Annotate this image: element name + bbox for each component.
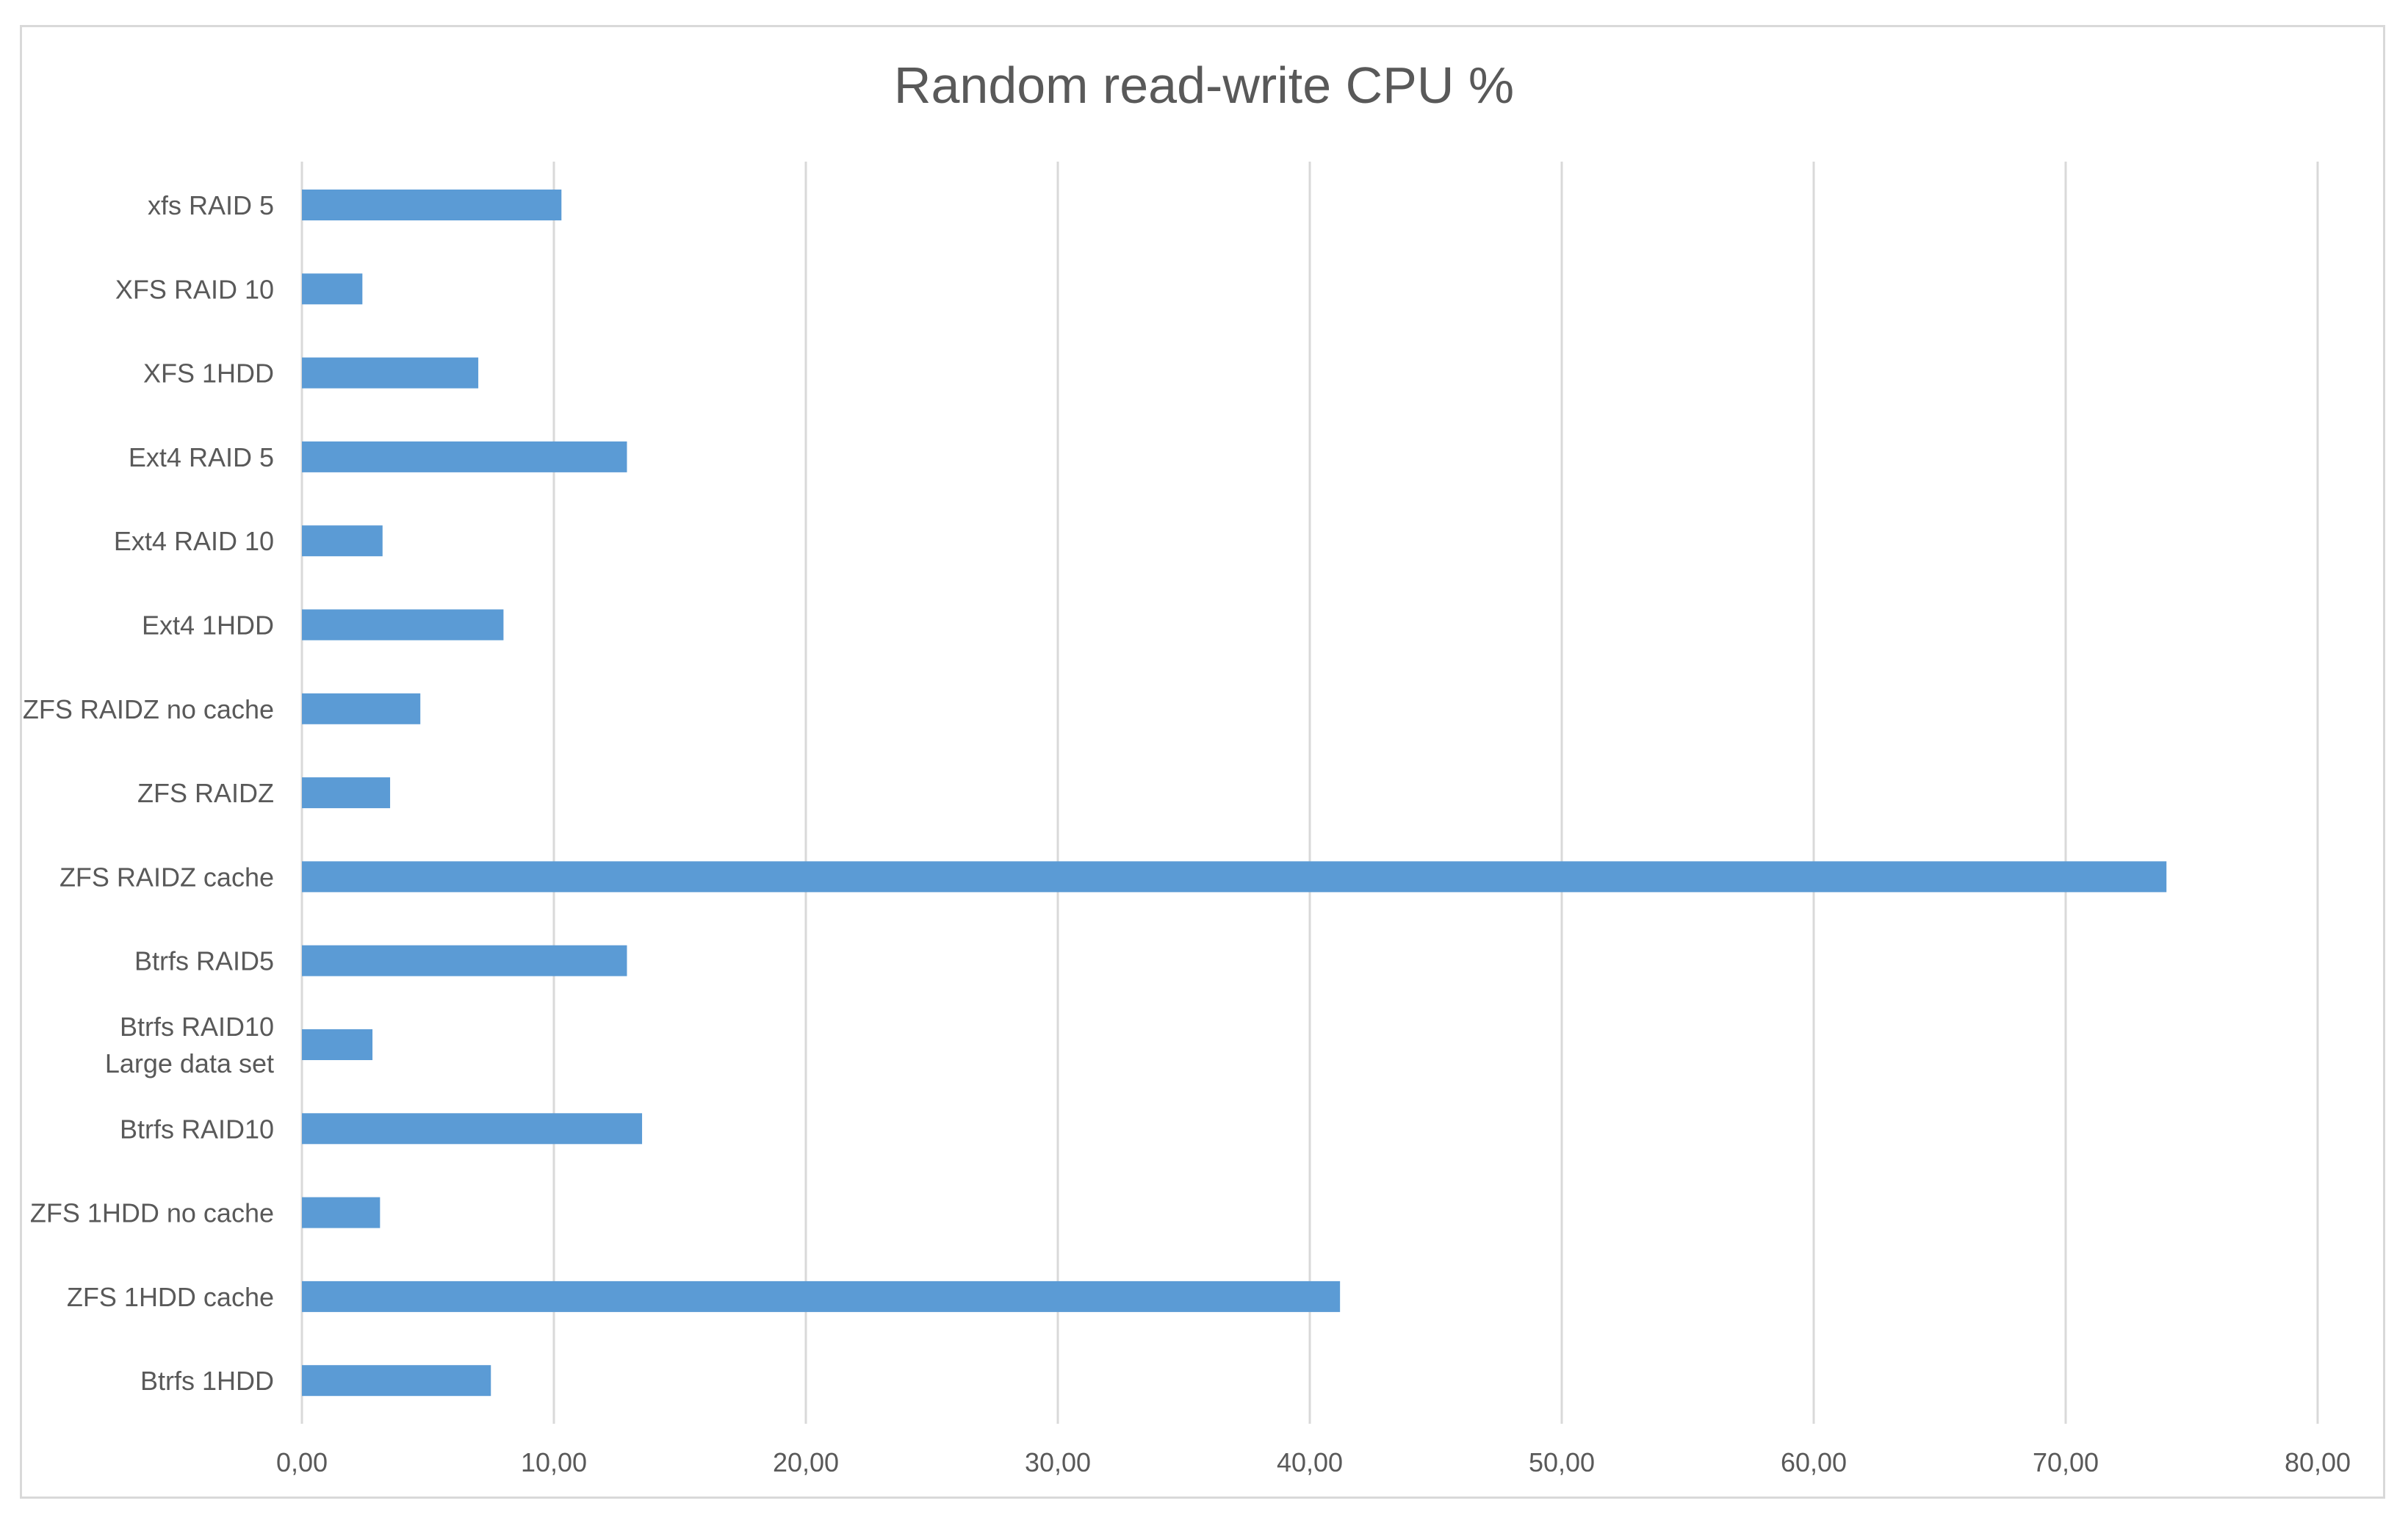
category-label: ZFS RAIDZ no cache xyxy=(23,694,274,724)
x-tick-label: 60,00 xyxy=(1781,1447,1847,1477)
category-labels: xfs RAID 5 XFS RAID 10 XFS 1HDD Ext4 RAID 5… xyxy=(23,190,274,1396)
bar xyxy=(302,273,363,305)
x-tick-label: 0,00 xyxy=(276,1447,328,1477)
bar xyxy=(302,525,383,557)
bars xyxy=(302,190,2167,1397)
bar xyxy=(302,441,627,472)
category-label: XFS RAID 10 xyxy=(115,274,274,304)
bar xyxy=(302,945,627,976)
chart-title: Random read-write CPU % xyxy=(894,57,1514,114)
bar xyxy=(302,357,479,389)
category-label: Btrfs 1HDD xyxy=(140,1366,274,1396)
category-label: Ext4 1HDD xyxy=(142,610,274,641)
category-label: Large data set xyxy=(105,1048,274,1078)
gridlines xyxy=(300,162,2319,1424)
category-label: Ext4 RAID 10 xyxy=(114,526,274,556)
x-tick-label: 10,00 xyxy=(521,1447,587,1477)
category-label: ZFS 1HDD cache xyxy=(67,1282,274,1312)
bar xyxy=(302,1029,373,1060)
x-axis-tick-labels: 0,00 10,00 20,00 30,00 40,00 50,00 60,00 70,00 8… xyxy=(276,1447,2351,1477)
bar xyxy=(302,777,391,809)
category-label: XFS 1HDD xyxy=(143,359,274,389)
category-label: Btrfs RAID10 xyxy=(120,1114,274,1144)
category-label: xfs RAID 5 xyxy=(148,190,274,220)
chart-frame xyxy=(20,25,2385,1499)
category-label: Ext4 RAID 5 xyxy=(129,442,274,472)
bar xyxy=(302,1365,491,1397)
x-tick-label: 50,00 xyxy=(1529,1447,1595,1477)
category-label: ZFS RAIDZ xyxy=(137,778,274,808)
category-label: ZFS 1HDD no cache xyxy=(30,1198,274,1228)
bar xyxy=(302,1281,1341,1312)
x-tick-label: 20,00 xyxy=(773,1447,839,1477)
bar xyxy=(302,693,421,724)
category-label: Btrfs RAID10 xyxy=(120,1012,274,1042)
bar xyxy=(302,1197,381,1228)
x-tick-label: 70,00 xyxy=(2033,1447,2099,1477)
bar xyxy=(302,609,504,641)
category-label: ZFS RAIDZ cache xyxy=(60,862,274,892)
x-tick-label: 40,00 xyxy=(1277,1447,1343,1477)
bar xyxy=(302,190,562,220)
bar xyxy=(302,1113,643,1145)
x-tick-label: 80,00 xyxy=(2285,1447,2351,1477)
x-tick-label: 30,00 xyxy=(1025,1447,1091,1477)
category-label: Btrfs RAID5 xyxy=(134,946,274,976)
bar xyxy=(302,861,2167,893)
